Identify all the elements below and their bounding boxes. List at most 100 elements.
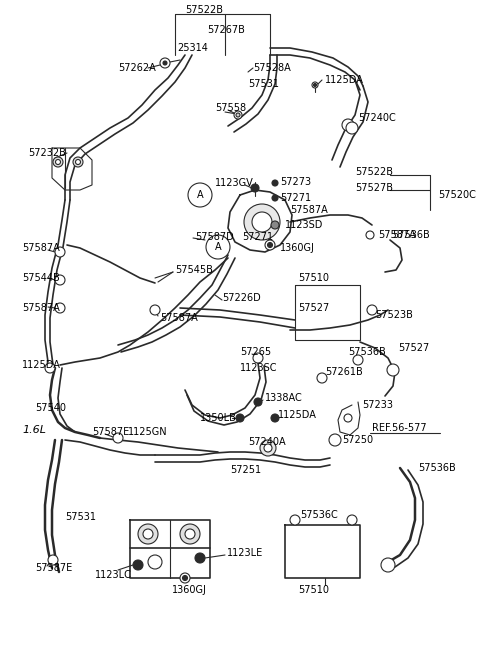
Text: 57587E: 57587E — [35, 563, 72, 573]
Circle shape — [236, 113, 240, 117]
Text: 57545B: 57545B — [175, 265, 213, 275]
Circle shape — [342, 119, 354, 131]
Circle shape — [150, 305, 160, 315]
Circle shape — [265, 240, 275, 250]
Text: 57520C: 57520C — [438, 190, 476, 200]
Text: 57536C: 57536C — [300, 510, 338, 520]
Circle shape — [254, 398, 262, 406]
Circle shape — [272, 195, 278, 201]
Circle shape — [73, 157, 83, 167]
Text: 57531: 57531 — [248, 79, 279, 89]
Text: A: A — [197, 190, 204, 200]
Text: 57527: 57527 — [398, 343, 429, 353]
Text: 57587A: 57587A — [290, 205, 328, 215]
Text: 57522B: 57522B — [185, 5, 223, 15]
Circle shape — [272, 180, 278, 186]
Text: 57240C: 57240C — [358, 113, 396, 123]
Text: 1360GJ: 1360GJ — [172, 585, 207, 595]
Circle shape — [329, 434, 341, 446]
Text: 1125DA: 1125DA — [325, 75, 364, 85]
Circle shape — [381, 558, 395, 572]
Circle shape — [138, 524, 158, 544]
Circle shape — [133, 560, 143, 570]
Text: 57587A: 57587A — [22, 303, 60, 313]
Circle shape — [148, 555, 162, 569]
Text: 57587A: 57587A — [160, 313, 198, 323]
Text: 57271: 57271 — [280, 193, 311, 203]
Text: 1123SD: 1123SD — [285, 220, 324, 230]
Circle shape — [45, 363, 55, 373]
Text: 57262A: 57262A — [118, 63, 156, 73]
Circle shape — [313, 83, 316, 86]
Text: 1125GN: 1125GN — [128, 427, 168, 437]
Circle shape — [182, 576, 188, 580]
Text: 57510: 57510 — [298, 273, 329, 283]
Circle shape — [56, 160, 60, 164]
Text: 57544B: 57544B — [22, 273, 60, 283]
Text: 57232B: 57232B — [28, 148, 66, 158]
Circle shape — [53, 157, 63, 167]
Text: 57233: 57233 — [362, 400, 393, 410]
Text: 1123LC: 1123LC — [95, 570, 132, 580]
Circle shape — [48, 555, 58, 565]
Text: 57528A: 57528A — [253, 63, 291, 73]
Circle shape — [195, 553, 205, 563]
Text: 1350LB: 1350LB — [200, 413, 237, 423]
Text: 57523B: 57523B — [375, 310, 413, 320]
Text: 1338AC: 1338AC — [265, 393, 303, 403]
Text: 57587E: 57587E — [92, 427, 129, 437]
Text: 57540: 57540 — [35, 403, 66, 413]
Circle shape — [55, 247, 65, 257]
Text: 1125DA: 1125DA — [22, 360, 61, 370]
Text: 57267B: 57267B — [207, 25, 245, 35]
Text: 57536B: 57536B — [348, 347, 386, 357]
Text: 1.6L: 1.6L — [22, 425, 46, 435]
Text: 57531: 57531 — [65, 512, 96, 522]
Text: REF.56-577: REF.56-577 — [372, 423, 427, 433]
Circle shape — [344, 414, 352, 422]
Circle shape — [260, 440, 276, 456]
Circle shape — [113, 433, 123, 443]
Circle shape — [264, 444, 272, 452]
Text: 57250: 57250 — [342, 435, 373, 445]
Text: 57271: 57271 — [242, 232, 273, 242]
Circle shape — [252, 212, 272, 232]
Text: 57536B: 57536B — [392, 230, 430, 240]
Circle shape — [185, 529, 195, 539]
Circle shape — [346, 122, 358, 134]
Circle shape — [267, 242, 273, 248]
Circle shape — [387, 364, 399, 376]
Text: 57527B: 57527B — [355, 183, 393, 193]
Text: 1360GJ: 1360GJ — [280, 243, 315, 253]
Circle shape — [236, 414, 244, 422]
Text: 57240A: 57240A — [248, 437, 286, 447]
Text: 57587A: 57587A — [378, 230, 416, 240]
Text: 57587A: 57587A — [22, 243, 60, 253]
Circle shape — [290, 515, 300, 525]
Circle shape — [317, 373, 327, 383]
Circle shape — [366, 231, 374, 239]
Circle shape — [163, 61, 167, 65]
Circle shape — [206, 235, 230, 259]
Text: 57251: 57251 — [230, 465, 261, 475]
Text: 25314: 25314 — [177, 43, 208, 53]
Text: 1123LE: 1123LE — [227, 548, 263, 558]
Circle shape — [367, 305, 377, 315]
Circle shape — [55, 275, 65, 285]
Circle shape — [75, 160, 81, 164]
Text: 57558: 57558 — [215, 103, 246, 113]
Text: 1123GV: 1123GV — [215, 178, 254, 188]
Circle shape — [271, 221, 279, 229]
Circle shape — [347, 515, 357, 525]
Circle shape — [353, 355, 363, 365]
Text: 57261B: 57261B — [325, 367, 363, 377]
Circle shape — [160, 58, 170, 68]
Circle shape — [253, 353, 263, 363]
Text: 57265: 57265 — [240, 347, 271, 357]
Circle shape — [234, 111, 242, 119]
Text: 57522B: 57522B — [355, 167, 393, 177]
Circle shape — [180, 573, 190, 583]
Text: 1125DA: 1125DA — [278, 410, 317, 420]
Circle shape — [143, 529, 153, 539]
Text: 1123SC: 1123SC — [240, 363, 277, 373]
